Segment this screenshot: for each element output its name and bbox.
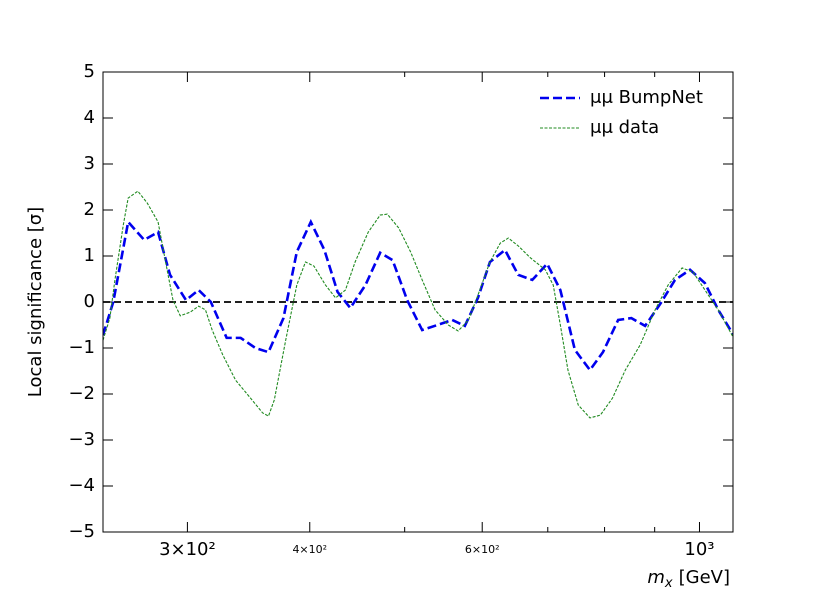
y-tick-label: −5 bbox=[68, 521, 95, 542]
x-tick-label: 10³ bbox=[684, 539, 714, 560]
x-label-symbol: m bbox=[647, 567, 665, 588]
legend-label: μμ BumpNet bbox=[590, 87, 703, 108]
y-tick-label: 4 bbox=[84, 107, 95, 128]
y-tick-label: −4 bbox=[68, 475, 95, 496]
y-tick-label: −3 bbox=[68, 429, 95, 450]
plot-frame bbox=[102, 71, 734, 533]
legend-label: μμ data bbox=[590, 117, 659, 138]
y-tick-label: 3 bbox=[84, 153, 95, 174]
y-tick-label: 0 bbox=[84, 291, 95, 312]
x-tick-label: 6×10² bbox=[465, 543, 500, 556]
series-line bbox=[103, 218, 733, 373]
y-axis-label: Local significance [σ] bbox=[25, 207, 46, 397]
y-tick-label: −1 bbox=[68, 337, 95, 358]
y-tick-label: −2 bbox=[68, 383, 95, 404]
series-line bbox=[103, 190, 733, 419]
x-label-subscript: x bbox=[664, 576, 673, 591]
y-tick-label: 2 bbox=[84, 199, 95, 220]
y-tick-label: 5 bbox=[84, 61, 95, 82]
x-tick-label: 4×10² bbox=[292, 543, 327, 556]
x-axis-label: mx [GeV] bbox=[647, 567, 730, 591]
x-tick-label: 3×10² bbox=[159, 539, 216, 560]
x-label-unit: [GeV] bbox=[679, 567, 730, 588]
y-tick-label: 1 bbox=[84, 245, 95, 266]
